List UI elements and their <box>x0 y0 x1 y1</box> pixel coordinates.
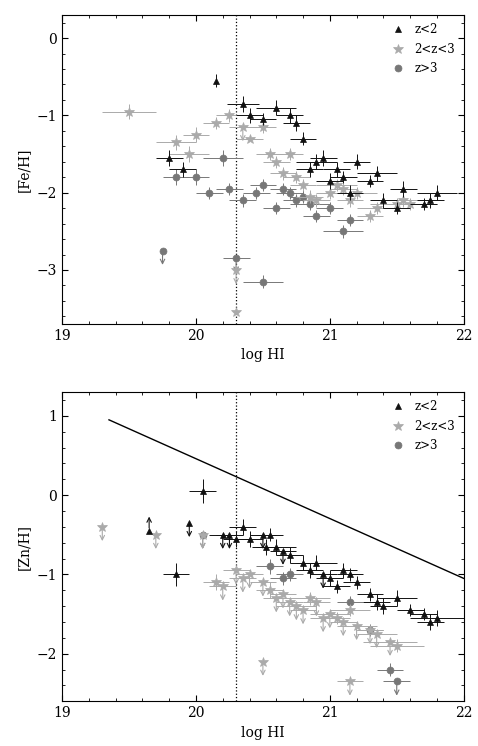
Y-axis label: [Fe/H]: [Fe/H] <box>17 147 31 192</box>
Y-axis label: [Zn/H]: [Zn/H] <box>17 524 31 570</box>
Legend: z<2, 2<z<3, z>3: z<2, 2<z<3, z>3 <box>381 19 460 80</box>
X-axis label: log HI: log HI <box>241 726 285 739</box>
X-axis label: log HI: log HI <box>241 348 285 363</box>
Legend: z<2, 2<z<3, z>3: z<2, 2<z<3, z>3 <box>381 395 460 457</box>
